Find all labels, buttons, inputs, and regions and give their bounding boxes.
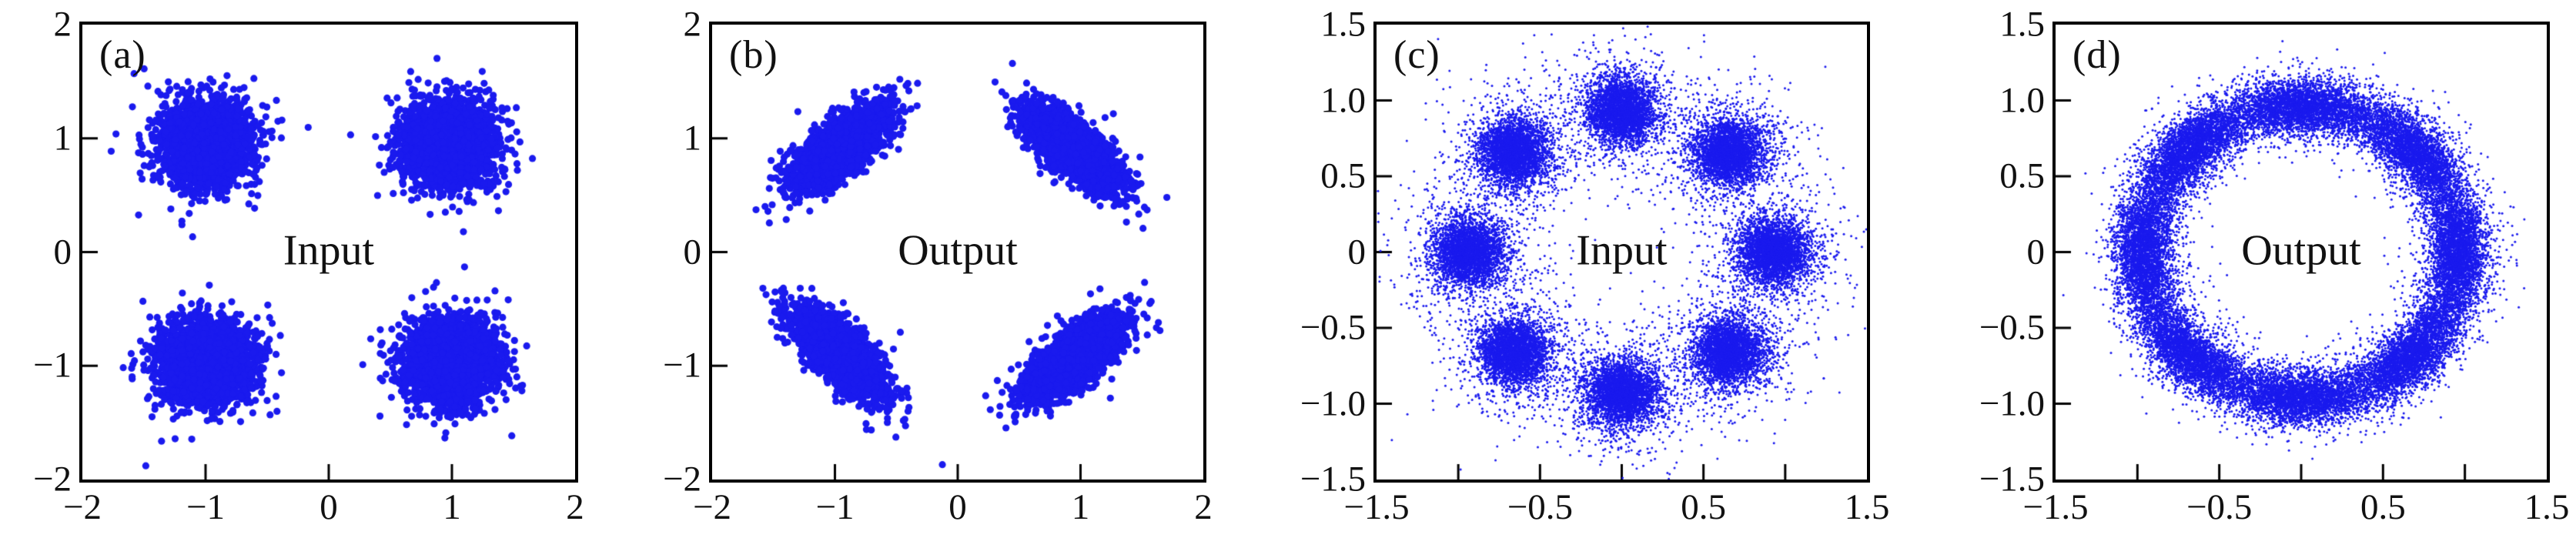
y-tick-label: 0.5 [1320, 155, 1366, 196]
x-tick-label: 0 [319, 487, 338, 527]
y-tick-label: 1.5 [1320, 4, 1366, 45]
y-tick-label: −1.5 [1979, 459, 2045, 500]
y-tick-label: 1.5 [1999, 4, 2045, 45]
y-tick-label: 0 [2026, 232, 2046, 272]
y-tick-label: 1.0 [1320, 80, 1366, 120]
x-tick-label: −1 [815, 487, 855, 527]
x-tick-label: 1.5 [2524, 487, 2570, 527]
y-tick-label: −2 [32, 459, 72, 500]
x-tick-label: 0.5 [1681, 487, 1727, 527]
x-tick-label: −0.5 [2186, 487, 2253, 527]
y-tick-label: 1 [53, 118, 72, 159]
panel-label-b: (b) [729, 33, 778, 77]
y-tick-label: 2 [53, 4, 72, 45]
x-tick-label: 1 [443, 487, 461, 527]
y-tick-label: −1.0 [1979, 383, 2045, 423]
plot-box-c: (c) Input [1373, 22, 1870, 483]
y-tick-label: −1 [662, 345, 701, 386]
x-tick-label: 0.5 [2360, 487, 2406, 527]
y-tick-label: 0 [53, 232, 72, 272]
x-tick-label: 1 [1071, 487, 1090, 527]
y-tick-label: −1 [32, 345, 72, 386]
plot-box-d: (d) Output [2052, 22, 2550, 483]
x-tick-label: −2 [62, 487, 102, 527]
y-tick-label: 0 [683, 232, 702, 272]
x-tick-label: −1.5 [1343, 487, 1410, 527]
y-tick-label: −1.0 [1300, 383, 1366, 423]
y-tick-label: −0.5 [1979, 307, 2045, 348]
scatter-canvas-a [82, 25, 575, 480]
scatter-canvas-b [712, 25, 1203, 480]
y-tick-label: 0.5 [1999, 155, 2045, 196]
scatter-canvas-d [2056, 25, 2547, 480]
x-tick-label: 2 [1194, 487, 1213, 527]
plot-box-a: (a) Input [79, 22, 578, 483]
annotation-output-d: Output [2241, 226, 2361, 274]
panel-label-d: (d) [2073, 33, 2122, 77]
x-tick-label: 0 [948, 487, 967, 527]
x-tick-label: −2 [692, 487, 732, 527]
x-tick-label: 2 [566, 487, 584, 527]
y-tick-label: −1.5 [1300, 459, 1366, 500]
annotation-output-b: Output [898, 226, 1018, 274]
x-tick-label: −0.5 [1507, 487, 1573, 527]
scatter-canvas-c [1377, 25, 1867, 480]
y-tick-label: −0.5 [1300, 307, 1366, 348]
x-tick-label: −1.5 [2022, 487, 2089, 527]
y-tick-label: 0 [1347, 232, 1367, 272]
annotation-input-c: Input [1576, 226, 1668, 274]
y-tick-label: 2 [683, 4, 702, 45]
panel-label-c: (c) [1393, 33, 1440, 77]
panel-label-a: (a) [99, 33, 146, 77]
plot-box-b: (b) Output [709, 22, 1206, 483]
y-tick-label: −2 [662, 459, 701, 500]
x-tick-label: −1 [186, 487, 226, 527]
annotation-input-a: Input [283, 226, 375, 274]
y-tick-label: 1.0 [1999, 80, 2045, 120]
x-tick-label: 1.5 [1844, 487, 1890, 527]
y-tick-label: 1 [683, 118, 702, 159]
